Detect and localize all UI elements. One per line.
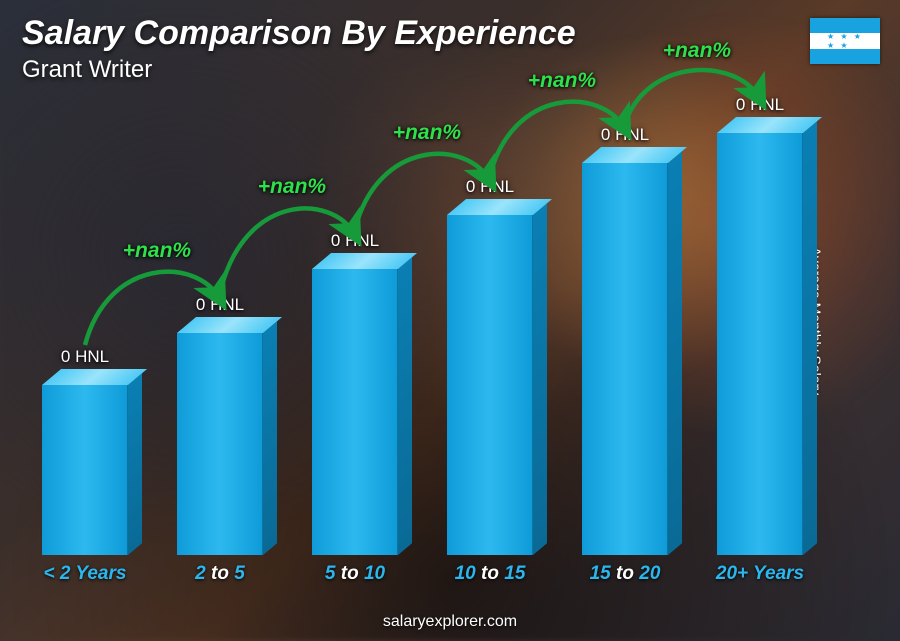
- pct-increase-label: +nan%: [123, 239, 191, 263]
- bar-chart: 0 HNL< 2 Years0 HNL2 to 50 HNL5 to 100 H…: [30, 120, 840, 583]
- bar: 0 HNL5 to 10: [300, 237, 410, 583]
- bar-category-label: 10 to 15: [425, 563, 555, 585]
- pct-increase-label: +nan%: [528, 69, 596, 93]
- bar-value-label: 0 HNL: [570, 125, 680, 145]
- bar: 0 HNL< 2 Years: [30, 353, 140, 583]
- bar-category-label: 2 to 5: [155, 563, 285, 585]
- bar: 0 HNL20+ Years: [705, 101, 815, 583]
- bar-category-label: 15 to 20: [560, 563, 690, 585]
- chart-subtitle: Grant Writer: [22, 56, 152, 84]
- bar: 0 HNL15 to 20: [570, 131, 680, 583]
- bar-category-label: 20+ Years: [695, 563, 825, 585]
- country-flag-icon: ★ ★ ★★ ★: [810, 18, 880, 64]
- bar: 0 HNL2 to 5: [165, 301, 275, 583]
- footer-text: salaryexplorer.com: [0, 613, 900, 631]
- bar-value-label: 0 HNL: [165, 295, 275, 315]
- bar-value-label: 0 HNL: [435, 177, 545, 197]
- pct-increase-label: +nan%: [258, 175, 326, 199]
- pct-increase-label: +nan%: [663, 39, 731, 63]
- bar-value-label: 0 HNL: [705, 95, 815, 115]
- bar-value-label: 0 HNL: [300, 231, 410, 251]
- bar-category-label: < 2 Years: [20, 563, 150, 585]
- page-root: Salary Comparison By Experience Grant Wr…: [0, 0, 900, 641]
- bar-value-label: 0 HNL: [30, 347, 140, 367]
- chart-title: Salary Comparison By Experience: [22, 14, 576, 53]
- bar: 0 HNL10 to 15: [435, 183, 545, 583]
- pct-increase-label: +nan%: [393, 121, 461, 145]
- bar-category-label: 5 to 10: [290, 563, 420, 585]
